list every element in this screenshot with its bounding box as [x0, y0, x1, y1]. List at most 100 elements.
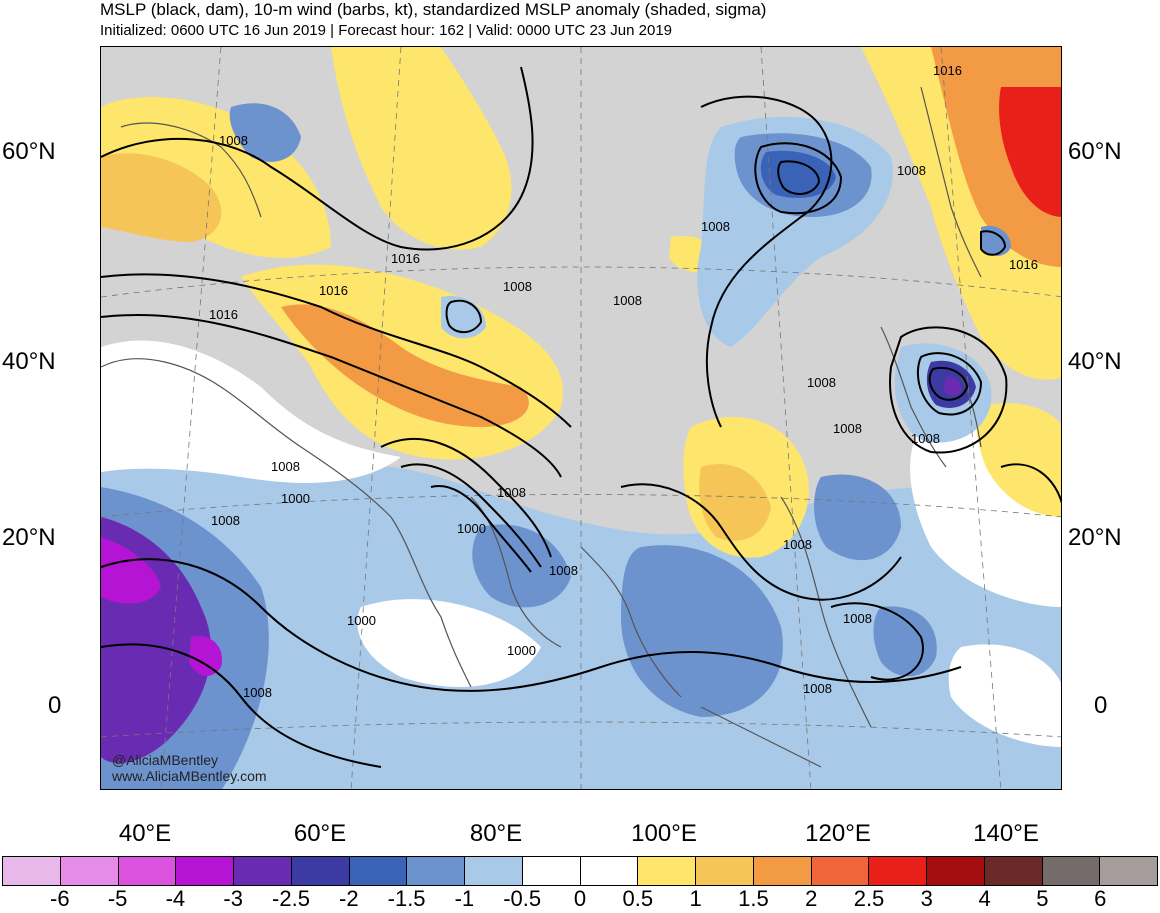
- map-subtitle: Initialized: 0600 UTC 16 Jun 2019 | Fore…: [100, 22, 673, 39]
- coast-line-east-siberia: [920, 86, 982, 278]
- anomaly-region-yellow-eastpacific: [976, 403, 1061, 517]
- colorbar: [2, 856, 1158, 886]
- colorbar-swatch: [407, 857, 465, 885]
- lon-label-140e: 140°E: [973, 820, 1039, 847]
- colorbar-swatch: [696, 857, 754, 885]
- isobar-9: [889, 326, 1008, 454]
- isobar-label: 1008: [843, 611, 872, 626]
- credit-website: www.AliciaMBentley.com: [112, 768, 267, 784]
- colorbar-tick-label: -1.5: [387, 886, 426, 911]
- colorbar-swatch: [811, 857, 870, 885]
- anomaly-region-violet-southwest: [101, 537, 161, 604]
- isobar-12: [380, 438, 552, 558]
- isobar-label: 1008: [807, 375, 836, 390]
- graticule-lon-5: [940, 47, 1002, 789]
- colorbar-tick-label: 4: [978, 886, 991, 911]
- colorbar-swatch: [1042, 857, 1101, 885]
- colorbar-tick-label: -4: [165, 886, 186, 911]
- isobar-label: 1016: [319, 283, 348, 298]
- anomaly-region-white-southeast: [948, 644, 1061, 747]
- colorbar-tick-label: 0: [573, 886, 587, 911]
- colorbar-swatch: [984, 857, 1043, 885]
- isobar-18: [830, 602, 924, 681]
- isobar-label: 1008: [613, 293, 642, 308]
- anomaly-region-white-midlatitude: [101, 340, 401, 483]
- isobar-labels: 1008 1016 1016 1016 1008 1008 1008 1016 …: [209, 63, 1038, 700]
- map-title: MSLP (black, dam), 10-m wind (barbs, kt)…: [100, 0, 767, 19]
- colorbar-tick-label: 3: [920, 886, 933, 911]
- lat-label-left-eq: 0: [48, 692, 62, 719]
- isobar-label: 1000: [281, 491, 310, 506]
- isobar-label: 1008: [833, 421, 862, 436]
- anomaly-region-violet-east-africa: [189, 636, 222, 677]
- colorbar-tick-label: -0.5: [503, 886, 542, 911]
- anomaly-region-blue-scandinavia: [229, 103, 301, 162]
- isobar-16: [101, 643, 382, 768]
- graticule-lat-2: [101, 494, 1061, 518]
- isobars: [101, 66, 1061, 768]
- isobar-6: [777, 160, 821, 195]
- coast-line-china: [780, 496, 872, 728]
- coast-line-korea: [880, 326, 947, 468]
- lat-label-left-40n: 40°N: [2, 348, 56, 375]
- colorbar-tick-label: 0.5: [622, 886, 654, 911]
- isobar-label: 1008: [497, 485, 526, 500]
- isobar-label: 1008: [701, 219, 730, 234]
- graticule-lon-1: [160, 47, 222, 789]
- isobar-label: 1008: [219, 133, 248, 148]
- weather-map: 1008 1016 1016 1016 1008 1008 1008 1016 …: [100, 46, 1062, 790]
- colorbar-tick-label: -3: [223, 886, 243, 911]
- colorbar-swatch: [753, 857, 812, 885]
- coast-line-indonesia: [700, 706, 822, 768]
- colorbar-swatch: [234, 857, 292, 885]
- coast-line-scandinavia: [120, 122, 262, 218]
- isobar-label: 1008: [211, 513, 240, 528]
- isobar-3: [101, 314, 562, 478]
- isobar-15: [101, 558, 962, 692]
- isobar-1: [101, 66, 534, 251]
- colorbar-swatch: [291, 857, 350, 885]
- graticule-lat-1: [101, 266, 1061, 298]
- isobar-label: 1008: [271, 459, 300, 474]
- isobar-label: 1000: [457, 521, 486, 536]
- lat-label-left-60n: 60°N: [2, 138, 56, 165]
- colorbar-tick-label: 1: [689, 886, 702, 911]
- anomaly-region-purple-japan: [943, 376, 962, 396]
- graticule-lat-3: [101, 721, 1061, 738]
- colorbar-swatch: [176, 857, 234, 885]
- isobar-4: [700, 95, 833, 428]
- isobar-11: [980, 230, 1007, 256]
- isobar-8: [928, 367, 969, 401]
- isobar-label: 1016: [391, 251, 420, 266]
- credit-handle: @AliciaMBentley: [112, 752, 219, 768]
- isobar-label: 1000: [507, 643, 536, 658]
- isobar-label: 1008: [549, 563, 578, 578]
- isobar-label: 1000: [347, 613, 376, 628]
- lat-label-right-20n: 20°N: [1068, 524, 1122, 551]
- colorbar-tick-label: 1.5: [738, 886, 769, 911]
- colorbar-tick-label: 2: [805, 886, 818, 911]
- lat-label-left-20n: 20°N: [2, 524, 56, 551]
- isobar-label: 1008: [911, 431, 940, 446]
- lat-label-right-40n: 40°N: [1068, 348, 1122, 375]
- colorbar-swatch: [465, 857, 523, 885]
- isobar-2: [101, 273, 572, 428]
- colorbar-swatch: [118, 857, 177, 885]
- anomaly-region-yellow-arctic: [331, 47, 512, 250]
- isobar-label: 1008: [243, 685, 272, 700]
- coastlines: [101, 86, 982, 768]
- colorbar-tick-label: 2.5: [853, 886, 885, 911]
- graticule-lon-2: [350, 47, 402, 789]
- isobar-14: [430, 485, 532, 573]
- isobar-19: [1000, 463, 1061, 504]
- isobar-13: [400, 463, 542, 568]
- colorbar-tick-label: 5: [1036, 886, 1049, 911]
- anomaly-region-orange-central: [281, 304, 529, 427]
- colorbar-swatch: [927, 857, 985, 885]
- anomaly-region-white-southcentral: [357, 599, 541, 687]
- isobar-10: [445, 299, 483, 334]
- colorbar-swatch: [522, 857, 581, 885]
- colorbar-tick-label: -5: [107, 886, 128, 911]
- isobar-17: [620, 483, 902, 601]
- isobar-label: 1016: [1009, 257, 1038, 272]
